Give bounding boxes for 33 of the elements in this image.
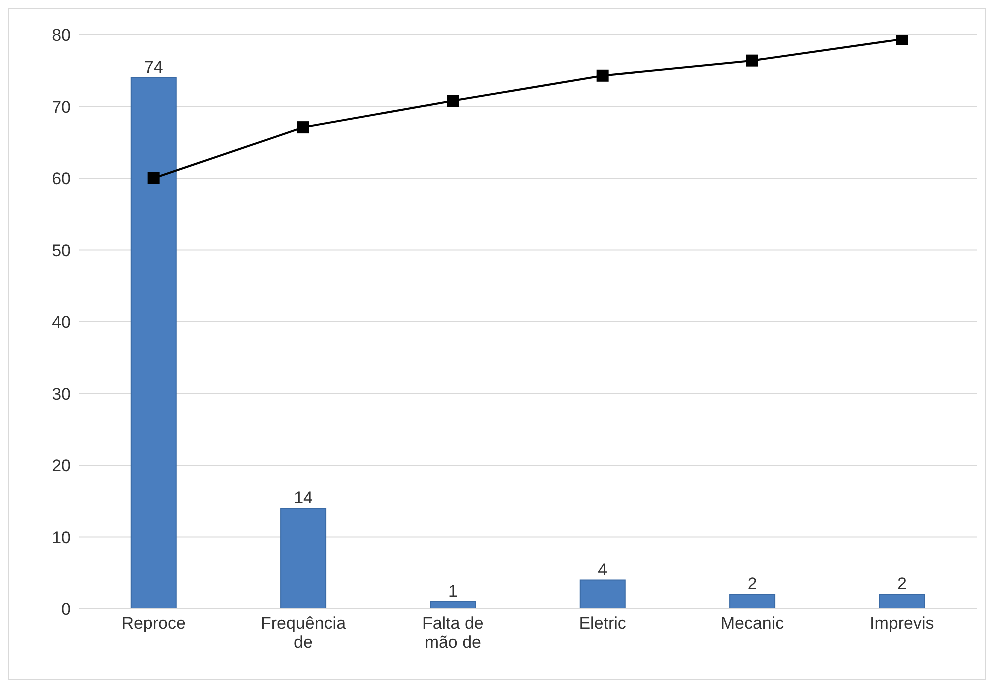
x-tick-label: Eletric	[579, 614, 627, 633]
point	[447, 95, 460, 108]
bar	[879, 594, 926, 609]
y-tick-label: 0	[62, 600, 71, 620]
data-label: 74	[144, 58, 164, 78]
point	[746, 54, 758, 67]
data-label: 14	[294, 488, 314, 508]
y-tick-label: 70	[52, 98, 71, 117]
x-tick-label: Mecanic	[720, 614, 785, 633]
x-tick-label: Imprevis	[870, 614, 934, 633]
point	[298, 122, 310, 134]
y-tick-label: 50	[52, 241, 71, 260]
data-label: 2	[897, 574, 907, 594]
x-tick-label: Reproce	[122, 614, 186, 633]
x-tick-label: Frequência de	[260, 614, 347, 652]
bar	[130, 78, 177, 609]
point	[896, 35, 908, 46]
bar	[580, 580, 626, 609]
y-tick-label: 10	[52, 528, 71, 548]
bar	[730, 594, 776, 609]
x-tick-label: Falta de mão de	[422, 614, 484, 652]
data-label: 4	[598, 560, 608, 580]
y-tick-label: 60	[52, 170, 71, 189]
bar	[280, 508, 327, 609]
y-tick-label: 80	[52, 26, 71, 46]
data-label: 2	[748, 574, 758, 594]
y-tick-label: 40	[52, 313, 71, 332]
data-label: 1	[448, 582, 458, 601]
y-tick-label: 20	[52, 456, 71, 476]
bar	[430, 601, 476, 609]
point	[148, 172, 160, 184]
y-tick-label: 30	[52, 384, 71, 404]
point	[596, 70, 609, 82]
